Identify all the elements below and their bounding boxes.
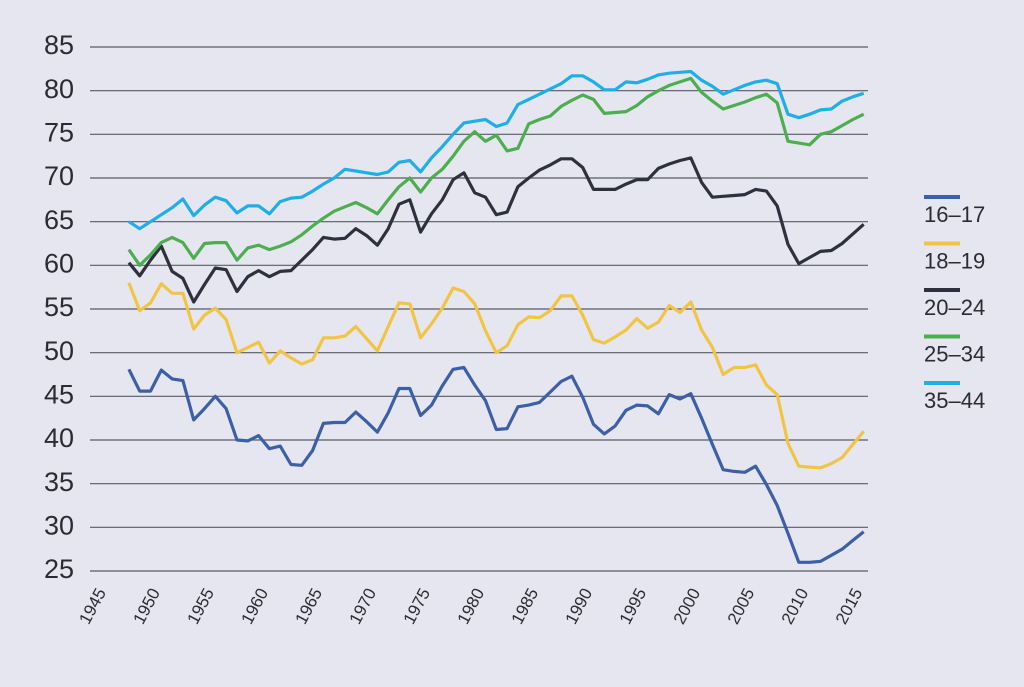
x-tick-label: 1960 [238,585,273,627]
y-tick-label: 65 [44,205,74,235]
x-tick-label: 2010 [778,585,813,627]
x-tick-label: 1945 [75,585,110,627]
x-tick-label: 1990 [562,585,597,627]
series-line [128,69,865,231]
x-tick-label: 2005 [724,585,759,627]
x-tick-label: 2015 [832,585,867,627]
y-tick-label: 25 [44,554,74,584]
y-tick-label: 80 [44,74,74,104]
series-line [127,282,865,470]
legend-label: 25–34 [924,341,985,366]
y-tick-label: 70 [44,161,74,191]
y-tick-label: 35 [44,467,74,497]
legend-label: 35–44 [924,388,985,413]
x-tick-label: 1980 [454,585,489,627]
x-tick-label: 2000 [670,585,705,627]
y-tick-label: 30 [44,510,74,540]
series-line [127,156,865,304]
legend-label: 18–19 [924,248,985,273]
x-tick-label: 1975 [400,585,435,627]
y-tick-label: 40 [44,423,74,453]
x-tick-label: 1995 [616,585,651,627]
y-tick-label: 60 [44,248,74,278]
y-tick-label: 50 [44,336,74,366]
y-tick-label: 85 [44,30,74,60]
x-tick-label: 1955 [183,585,218,627]
x-tick-label: 1970 [346,585,381,627]
series-line [127,76,865,267]
series-line [127,365,865,564]
y-tick-label: 55 [44,292,74,322]
x-tick-label: 1965 [292,585,327,627]
x-tick-label: 1985 [508,585,543,627]
y-tick-label: 75 [44,117,74,147]
x-tick-label: 1950 [129,585,164,627]
legend-label: 16–17 [924,202,985,227]
legend-label: 20–24 [924,295,985,320]
y-tick-label: 45 [44,379,74,409]
